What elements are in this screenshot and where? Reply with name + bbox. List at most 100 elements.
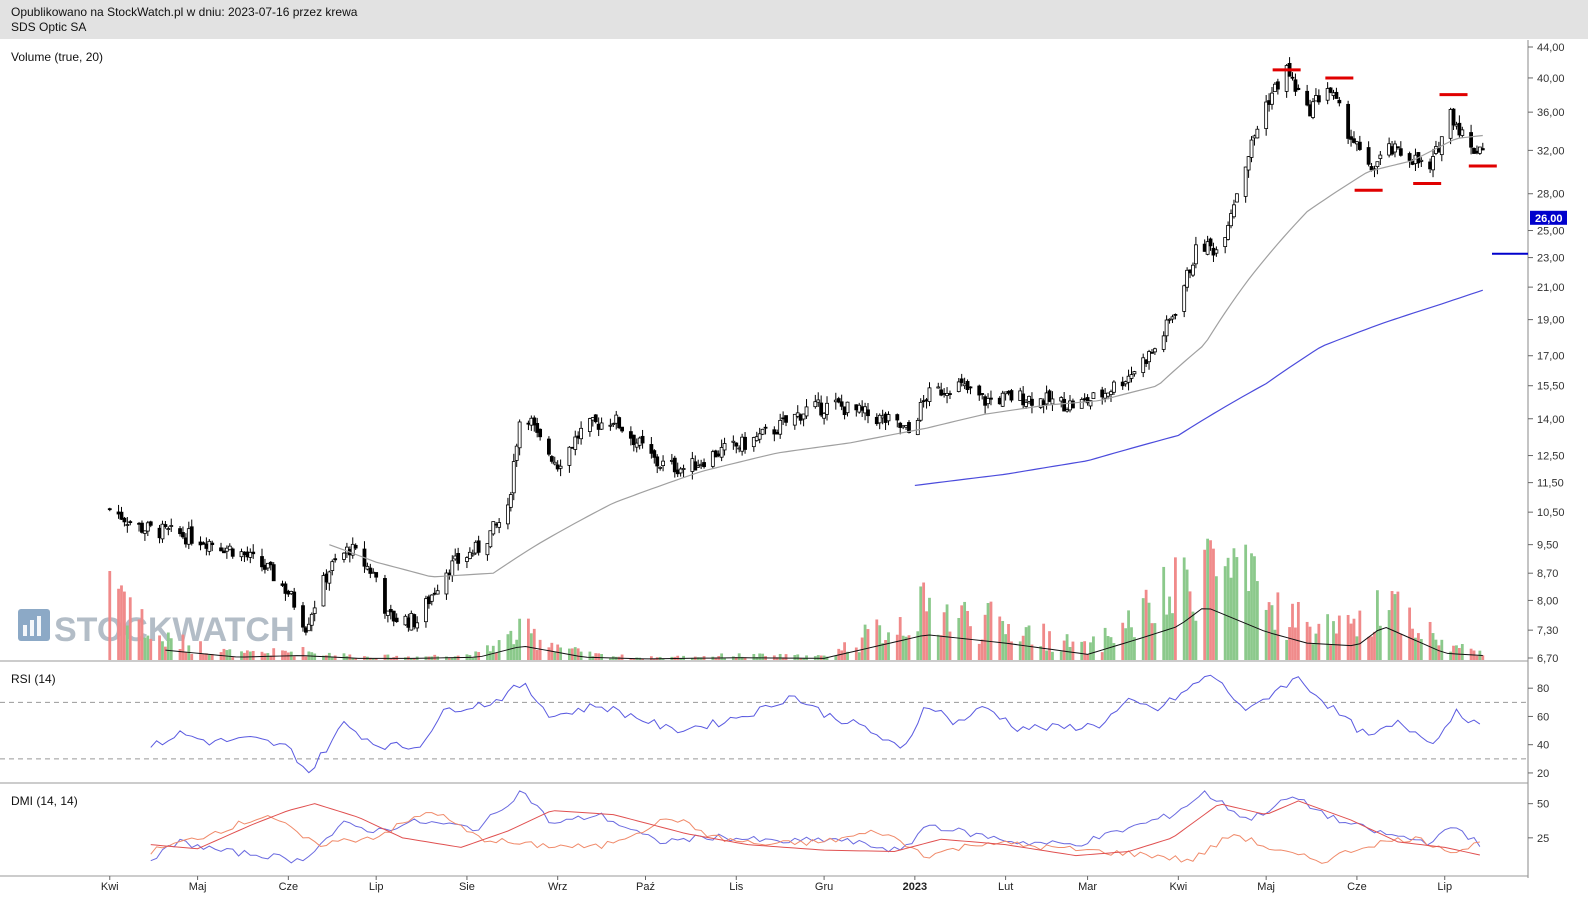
volume-bar xyxy=(474,651,478,660)
candle-body xyxy=(178,528,182,535)
volume-bar xyxy=(796,654,800,660)
volume-bar xyxy=(1346,614,1350,660)
candle-body xyxy=(435,590,440,595)
volume-bar xyxy=(1226,557,1230,660)
volume-bar xyxy=(1419,638,1423,660)
volume-bar xyxy=(553,652,557,660)
volume-bar xyxy=(755,657,759,660)
volume-bar xyxy=(222,648,226,660)
volume-bar xyxy=(1127,610,1130,660)
candle-body xyxy=(1153,348,1157,353)
volume-bar xyxy=(1188,591,1192,660)
volume-bar xyxy=(1244,544,1248,660)
candle-body xyxy=(1431,156,1435,171)
volume-bar xyxy=(178,648,182,660)
candle-body xyxy=(535,423,540,433)
candle-body xyxy=(1223,237,1228,248)
volume-bar xyxy=(1194,620,1198,660)
volume-bar xyxy=(966,610,969,660)
volume-bar xyxy=(181,634,185,660)
candle-body xyxy=(166,528,171,530)
price-tick-label: 15,50 xyxy=(1537,381,1565,393)
candle-body xyxy=(552,461,557,465)
x-tick-label: Lut xyxy=(998,881,1013,893)
candle-body xyxy=(1334,91,1339,99)
candle-body xyxy=(189,526,194,544)
candle-body xyxy=(506,504,510,525)
volume-bar xyxy=(1455,645,1458,660)
candle-body xyxy=(163,524,168,527)
volume-bar xyxy=(330,656,334,660)
volume-bar xyxy=(1337,615,1341,660)
volume-bar xyxy=(532,628,536,660)
volume-bar xyxy=(125,625,129,660)
volume-bar xyxy=(1399,633,1403,660)
candle-body xyxy=(511,461,516,494)
candle-body xyxy=(1328,87,1333,93)
price-tick-label: 40,00 xyxy=(1537,73,1565,85)
volume-bar xyxy=(412,658,416,660)
volume-bar xyxy=(1416,633,1420,660)
volume-bar xyxy=(1214,576,1218,660)
candle-body xyxy=(465,557,469,562)
price-tick-label: 12,50 xyxy=(1537,451,1565,463)
company-name: SDS Optic SA xyxy=(11,20,87,34)
volume-bar xyxy=(998,616,1002,660)
candle-body xyxy=(587,418,592,432)
volume-bar xyxy=(793,655,797,660)
volume-bar xyxy=(243,652,246,660)
candle-body xyxy=(1264,101,1269,129)
candle-body xyxy=(1290,76,1295,79)
volume-bar xyxy=(140,609,144,660)
volume-bar xyxy=(775,657,779,660)
volume-bar xyxy=(778,653,782,660)
volume-bar xyxy=(1326,614,1330,660)
x-tick-label: Gru xyxy=(815,881,833,893)
volume-bar xyxy=(740,656,744,660)
candle-body xyxy=(652,450,657,458)
candle-body xyxy=(1469,132,1473,148)
candle-body xyxy=(412,614,417,628)
volume-bar xyxy=(120,585,123,660)
volume-bar xyxy=(1449,651,1452,660)
volume-bar xyxy=(535,649,539,660)
candle-body xyxy=(658,466,663,469)
candle-body xyxy=(1150,351,1154,354)
volume-bar xyxy=(1080,641,1084,660)
volume-bar xyxy=(1370,636,1373,660)
candle-body xyxy=(1161,335,1166,350)
candle-body xyxy=(306,623,311,632)
candle-body xyxy=(1375,161,1380,168)
volume-bar xyxy=(231,657,235,660)
candle-body xyxy=(1088,400,1093,407)
volume-bar xyxy=(1124,628,1128,660)
adx-line xyxy=(150,800,1480,857)
volume-bar xyxy=(190,653,194,660)
volume-bar xyxy=(123,591,126,660)
candle-body xyxy=(145,522,150,532)
candle-body xyxy=(1451,108,1456,126)
volume-bar xyxy=(843,642,846,660)
price-tick-label: 7,30 xyxy=(1537,625,1558,637)
volume-bar xyxy=(591,656,595,660)
candle-body xyxy=(965,381,970,391)
x-tick-label: Wrz xyxy=(548,881,567,893)
volume-bar xyxy=(1030,644,1034,660)
dmi-panel xyxy=(150,790,1481,864)
volume-bar xyxy=(957,617,961,660)
candle-body xyxy=(128,521,133,524)
volume-bar xyxy=(863,624,867,660)
volume-bar xyxy=(1250,553,1253,660)
candle-body xyxy=(915,420,920,436)
candle-body xyxy=(696,465,701,468)
candle-body xyxy=(532,417,537,426)
candle-body xyxy=(467,551,472,560)
x-axis-ticks: Kwi Maj Cze Lip Sie Wrz Paź Lis Gru 2023 Lut Mar Kwi… xyxy=(101,876,1452,893)
volume-bar xyxy=(939,635,943,660)
volume-bar xyxy=(128,597,132,660)
x-tick-label: Kwi xyxy=(1169,881,1187,893)
volume-bars xyxy=(108,538,1485,660)
volume-bar xyxy=(269,655,273,660)
volume-bar xyxy=(597,653,601,660)
volume-bar xyxy=(963,601,967,660)
